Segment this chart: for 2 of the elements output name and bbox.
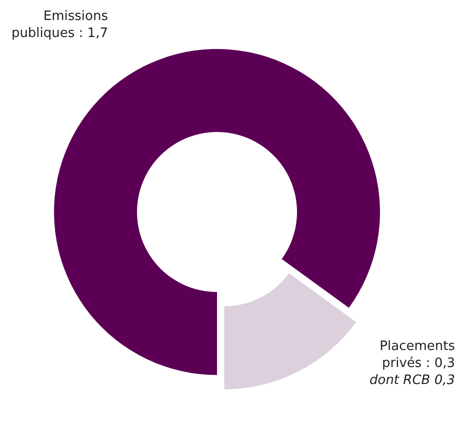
slice-label: Emissions publiques : 1,7 — [11, 9, 108, 41]
text: dont RCB 0,3 — [369, 373, 455, 388]
